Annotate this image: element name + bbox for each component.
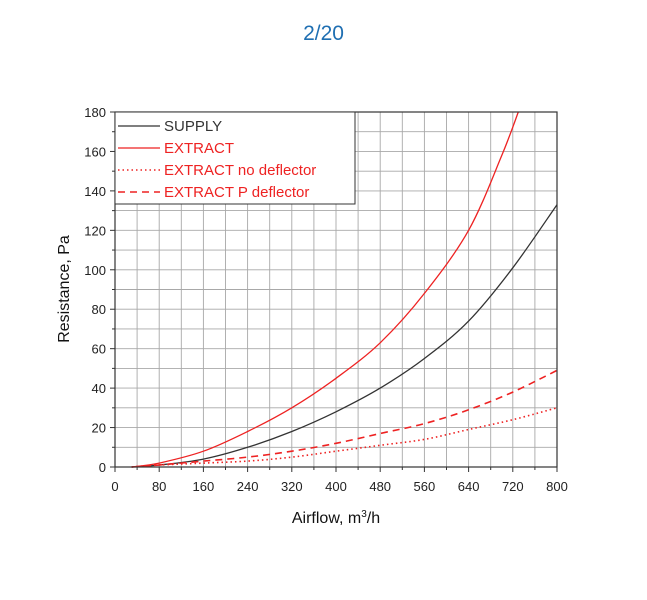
x-tick-label: 480 [369,479,391,494]
y-tick-label: 100 [84,263,106,278]
legend-label-4: EXTRACT P deflector [164,184,309,201]
series-line-2 [131,111,519,468]
y-tick-label: 60 [92,342,106,357]
y-tick-label: 140 [84,184,106,199]
x-axis-title: Airflow, m3/h [292,509,380,527]
x-tick-label: 80 [152,479,166,494]
y-tick-label: 40 [92,381,106,396]
x-tick-label: 160 [193,479,215,494]
y-axis-ticks: 0 20 40 60 80 100 120 140 160 180 [84,105,115,475]
y-tick-label: 120 [84,223,106,238]
legend-label-3: EXTRACT no deflector [164,162,316,179]
page-number-label: 2/20 [303,22,344,45]
x-tick-label: 800 [546,479,568,494]
y-tick-label: 180 [84,105,106,120]
series-line-4 [131,369,558,468]
y-tick-label: 20 [92,421,106,436]
series-layer [131,111,558,468]
y-tick-label: 0 [99,460,106,475]
x-tick-label: 240 [237,479,259,494]
y-tick-label: 80 [92,302,106,317]
x-tick-label: 320 [281,479,303,494]
x-tick-label: 400 [325,479,347,494]
legend-label-1: SUPPLY [164,118,222,135]
x-axis-ticks: 0 80 160 240 320 400 480 560 640 720 800 [111,467,568,494]
series-line-1 [131,204,558,468]
x-tick-label: 640 [458,479,480,494]
y-tick-label: 160 [84,144,106,159]
x-tick-label: 0 [111,479,118,494]
y-axis-title: Resistance, Pa [56,235,73,343]
legend-label-2: EXTRACT [164,140,234,157]
legend: SUPPLY EXTRACT EXTRACT no deflector EXTRACT… [114,111,356,205]
legend-box [114,111,356,205]
x-tick-label: 720 [502,479,524,494]
x-tick-label: 560 [414,479,436,494]
